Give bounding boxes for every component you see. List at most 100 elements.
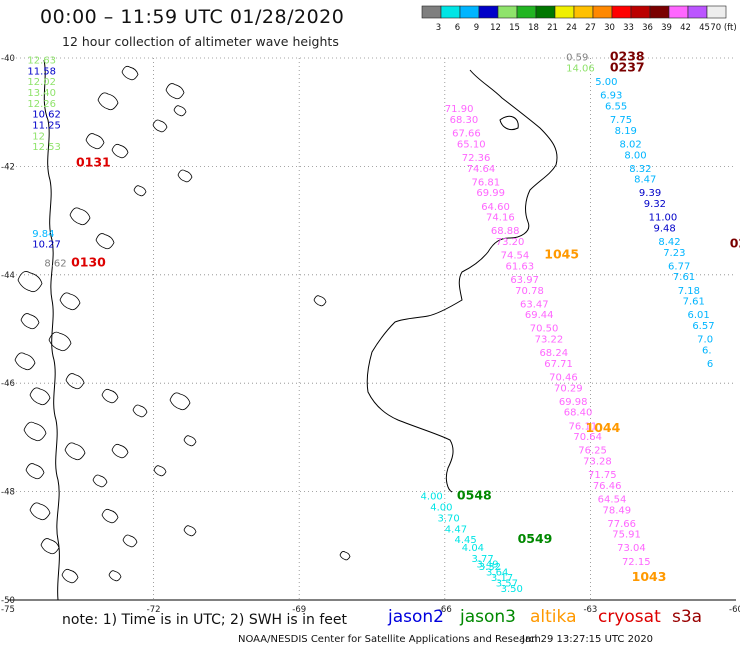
swh-value: 4.45 (455, 535, 477, 546)
track-cryosat: 12.6311.5812.0213.4012.2610.6211.251212.… (27, 55, 66, 269)
swh-value: 7.18 (678, 286, 700, 297)
colorbar-swatch (706, 5, 727, 19)
island-outline (183, 525, 197, 537)
swh-value: 8.42 (658, 237, 680, 248)
colorbar-label: 70 (ft) (710, 23, 736, 33)
swh-value: 3.50 (501, 584, 523, 595)
swh-value: 12 (32, 131, 45, 142)
swh-value: 72.36 (462, 153, 491, 164)
x-tick-label: -63 (583, 605, 597, 615)
legend-cryosat: cryosat (598, 607, 661, 627)
swh-value: 65.10 (457, 139, 486, 150)
colorbar-swatch (535, 5, 556, 19)
island-outline (14, 352, 36, 371)
swh-value: 0.59 (566, 53, 588, 64)
chart-subtitle: 12 hour collection of altimeter wave hei… (62, 34, 339, 49)
coastline (43, 59, 558, 601)
swh-value: 73.22 (535, 335, 564, 346)
y-tick-label: -40 (1, 54, 15, 64)
colorbar-swatch (592, 5, 613, 19)
track-jason3: 4.004.003.704.474.454.043.773.493.323.64… (421, 492, 523, 595)
island-outline (153, 465, 167, 477)
colorbar-label: 36 (642, 23, 653, 33)
island-outline (183, 435, 197, 447)
island-outline (17, 271, 43, 293)
island-outline (40, 538, 60, 555)
swh-value: 12.53 (32, 142, 61, 153)
swh-value: 74.16 (486, 213, 515, 224)
swh-value: 8.62 (44, 259, 66, 270)
y-tick-label: -48 (1, 488, 15, 498)
colorbar-label: 30 (604, 23, 615, 33)
island-outline (48, 331, 72, 352)
island-outline (65, 373, 85, 390)
swh-value: 4.47 (445, 524, 467, 535)
colorbar-swatch (554, 5, 575, 19)
swh-value: 61.63 (505, 261, 534, 272)
swh-value: 11.58 (27, 66, 56, 77)
swh-value: 8.47 (634, 175, 656, 186)
swh-value: 68.40 (564, 408, 593, 419)
island-outline (20, 313, 40, 330)
y-tick-label: -42 (1, 162, 15, 172)
colorbar-swatch (573, 5, 594, 19)
colorbar-label: 45 (699, 23, 710, 33)
swh-value: 7.75 (610, 115, 632, 126)
island-outline (132, 404, 148, 418)
colorbar-swatch (630, 5, 651, 19)
swh-value: 9.39 (639, 188, 661, 199)
swh-value: 14.06 (566, 64, 595, 75)
swh-value: 8.00 (624, 150, 646, 161)
swh-value: 4.00 (430, 503, 452, 514)
colorbar-label: 9 (474, 23, 479, 33)
generated-timestamp: Jan 29 13:27:15 UTC 2020 (522, 634, 654, 645)
swh-value: 3.77 (471, 554, 493, 565)
coastline-argentina (366, 69, 558, 493)
swh-value: 7.0 (697, 335, 713, 346)
swh-value: 71.90 (445, 104, 474, 115)
pass-time-label: 1045 (544, 247, 579, 262)
swh-value: 6.01 (687, 310, 709, 321)
pass-time-label: 0549 (518, 531, 553, 546)
swh-value: 12.26 (27, 99, 56, 110)
island-outline (95, 233, 115, 250)
colorbar-label: 39 (661, 23, 672, 33)
swh-value: 73.28 (583, 457, 612, 468)
swh-value: 72.15 (622, 557, 651, 568)
swh-value: 8.19 (615, 126, 637, 137)
island-outline (108, 570, 122, 582)
colorbar-swatch (649, 5, 670, 19)
x-tick-label: -72 (147, 605, 161, 615)
island-outline (29, 502, 51, 521)
swh-value: 3.32 (479, 562, 501, 573)
island-outline (122, 534, 138, 548)
swh-value: 63.47 (520, 299, 549, 310)
swh-value: 69.44 (525, 310, 554, 321)
colorbar-swatch (687, 5, 708, 19)
swh-value: 67.66 (452, 129, 481, 140)
pass-time-label: 0548 (457, 488, 492, 503)
colorbar-legend: 3 6 9 12 15 18 21 24 27 30 33 36 39 42 45 70 (ft) (421, 5, 737, 33)
pass-time-label: 0130 (71, 255, 106, 270)
swh-value: 6.55 (605, 101, 627, 112)
coastline-chile (43, 59, 60, 601)
y-tick-label: -50 (1, 596, 15, 606)
swh-value: 70.46 (549, 372, 578, 383)
swh-value: 68.88 (491, 226, 520, 237)
legend-jason2: jason2 (388, 607, 444, 627)
island-outline (121, 65, 139, 81)
colorbar-swatch (459, 5, 480, 19)
island-outline (165, 83, 185, 100)
swh-value: 5.00 (595, 77, 617, 88)
swh-value: 70.50 (530, 324, 559, 335)
x-tick-label: -75 (1, 605, 15, 615)
swh-value: 6.77 (668, 261, 690, 272)
island-outline (25, 463, 45, 480)
swh-value: 3.57 (496, 578, 518, 589)
island-outline (97, 92, 119, 111)
island-outline (111, 443, 129, 459)
island-outline (169, 392, 191, 411)
